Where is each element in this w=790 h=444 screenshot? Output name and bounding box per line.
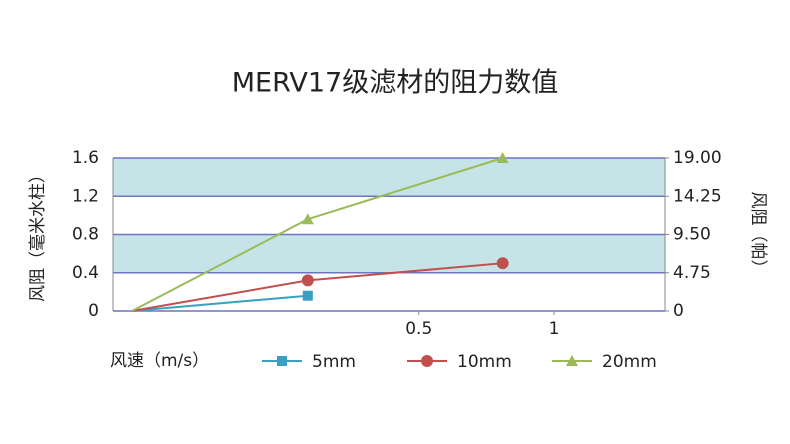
legend-marker	[277, 356, 287, 366]
y2-tick-label: 9.50	[673, 225, 711, 245]
legend-label: 20mm	[602, 352, 657, 372]
y2-tick-label: 14.25	[673, 186, 722, 206]
y-tick-label: 0.4	[72, 263, 99, 283]
data-point	[496, 257, 509, 270]
y2-tick-label: 0	[673, 301, 684, 321]
x-tick-label: 0.5	[405, 319, 432, 339]
grid-band	[113, 234, 665, 273]
y-tick-label: 0.8	[72, 225, 99, 245]
legend-marker	[421, 355, 433, 367]
y-axis-label: 风阻（毫米水柱）	[28, 166, 48, 302]
series-line	[131, 294, 308, 312]
legend-label: 5mm	[312, 352, 356, 372]
y-tick-label: 1.2	[72, 186, 99, 206]
y2-axis-label: 风阻（帕）	[748, 192, 768, 277]
legend-label: 10mm	[457, 352, 512, 372]
chart-title: MERV17级滤材的阻力数值	[232, 68, 558, 99]
data-point	[301, 274, 314, 287]
data-point	[302, 290, 313, 301]
y2-tick-label: 4.75	[673, 263, 711, 283]
y-tick-label: 1.6	[72, 148, 99, 168]
data-point	[301, 213, 314, 225]
grid-band	[113, 158, 665, 197]
y-tick-label: 0	[88, 301, 99, 321]
x-tick-label: 1	[549, 319, 560, 339]
y2-tick-label: 19.00	[673, 148, 722, 168]
legend-marker	[566, 355, 578, 366]
x-axis-label: 风速（m/s）	[110, 351, 209, 371]
data-point	[496, 152, 509, 163]
